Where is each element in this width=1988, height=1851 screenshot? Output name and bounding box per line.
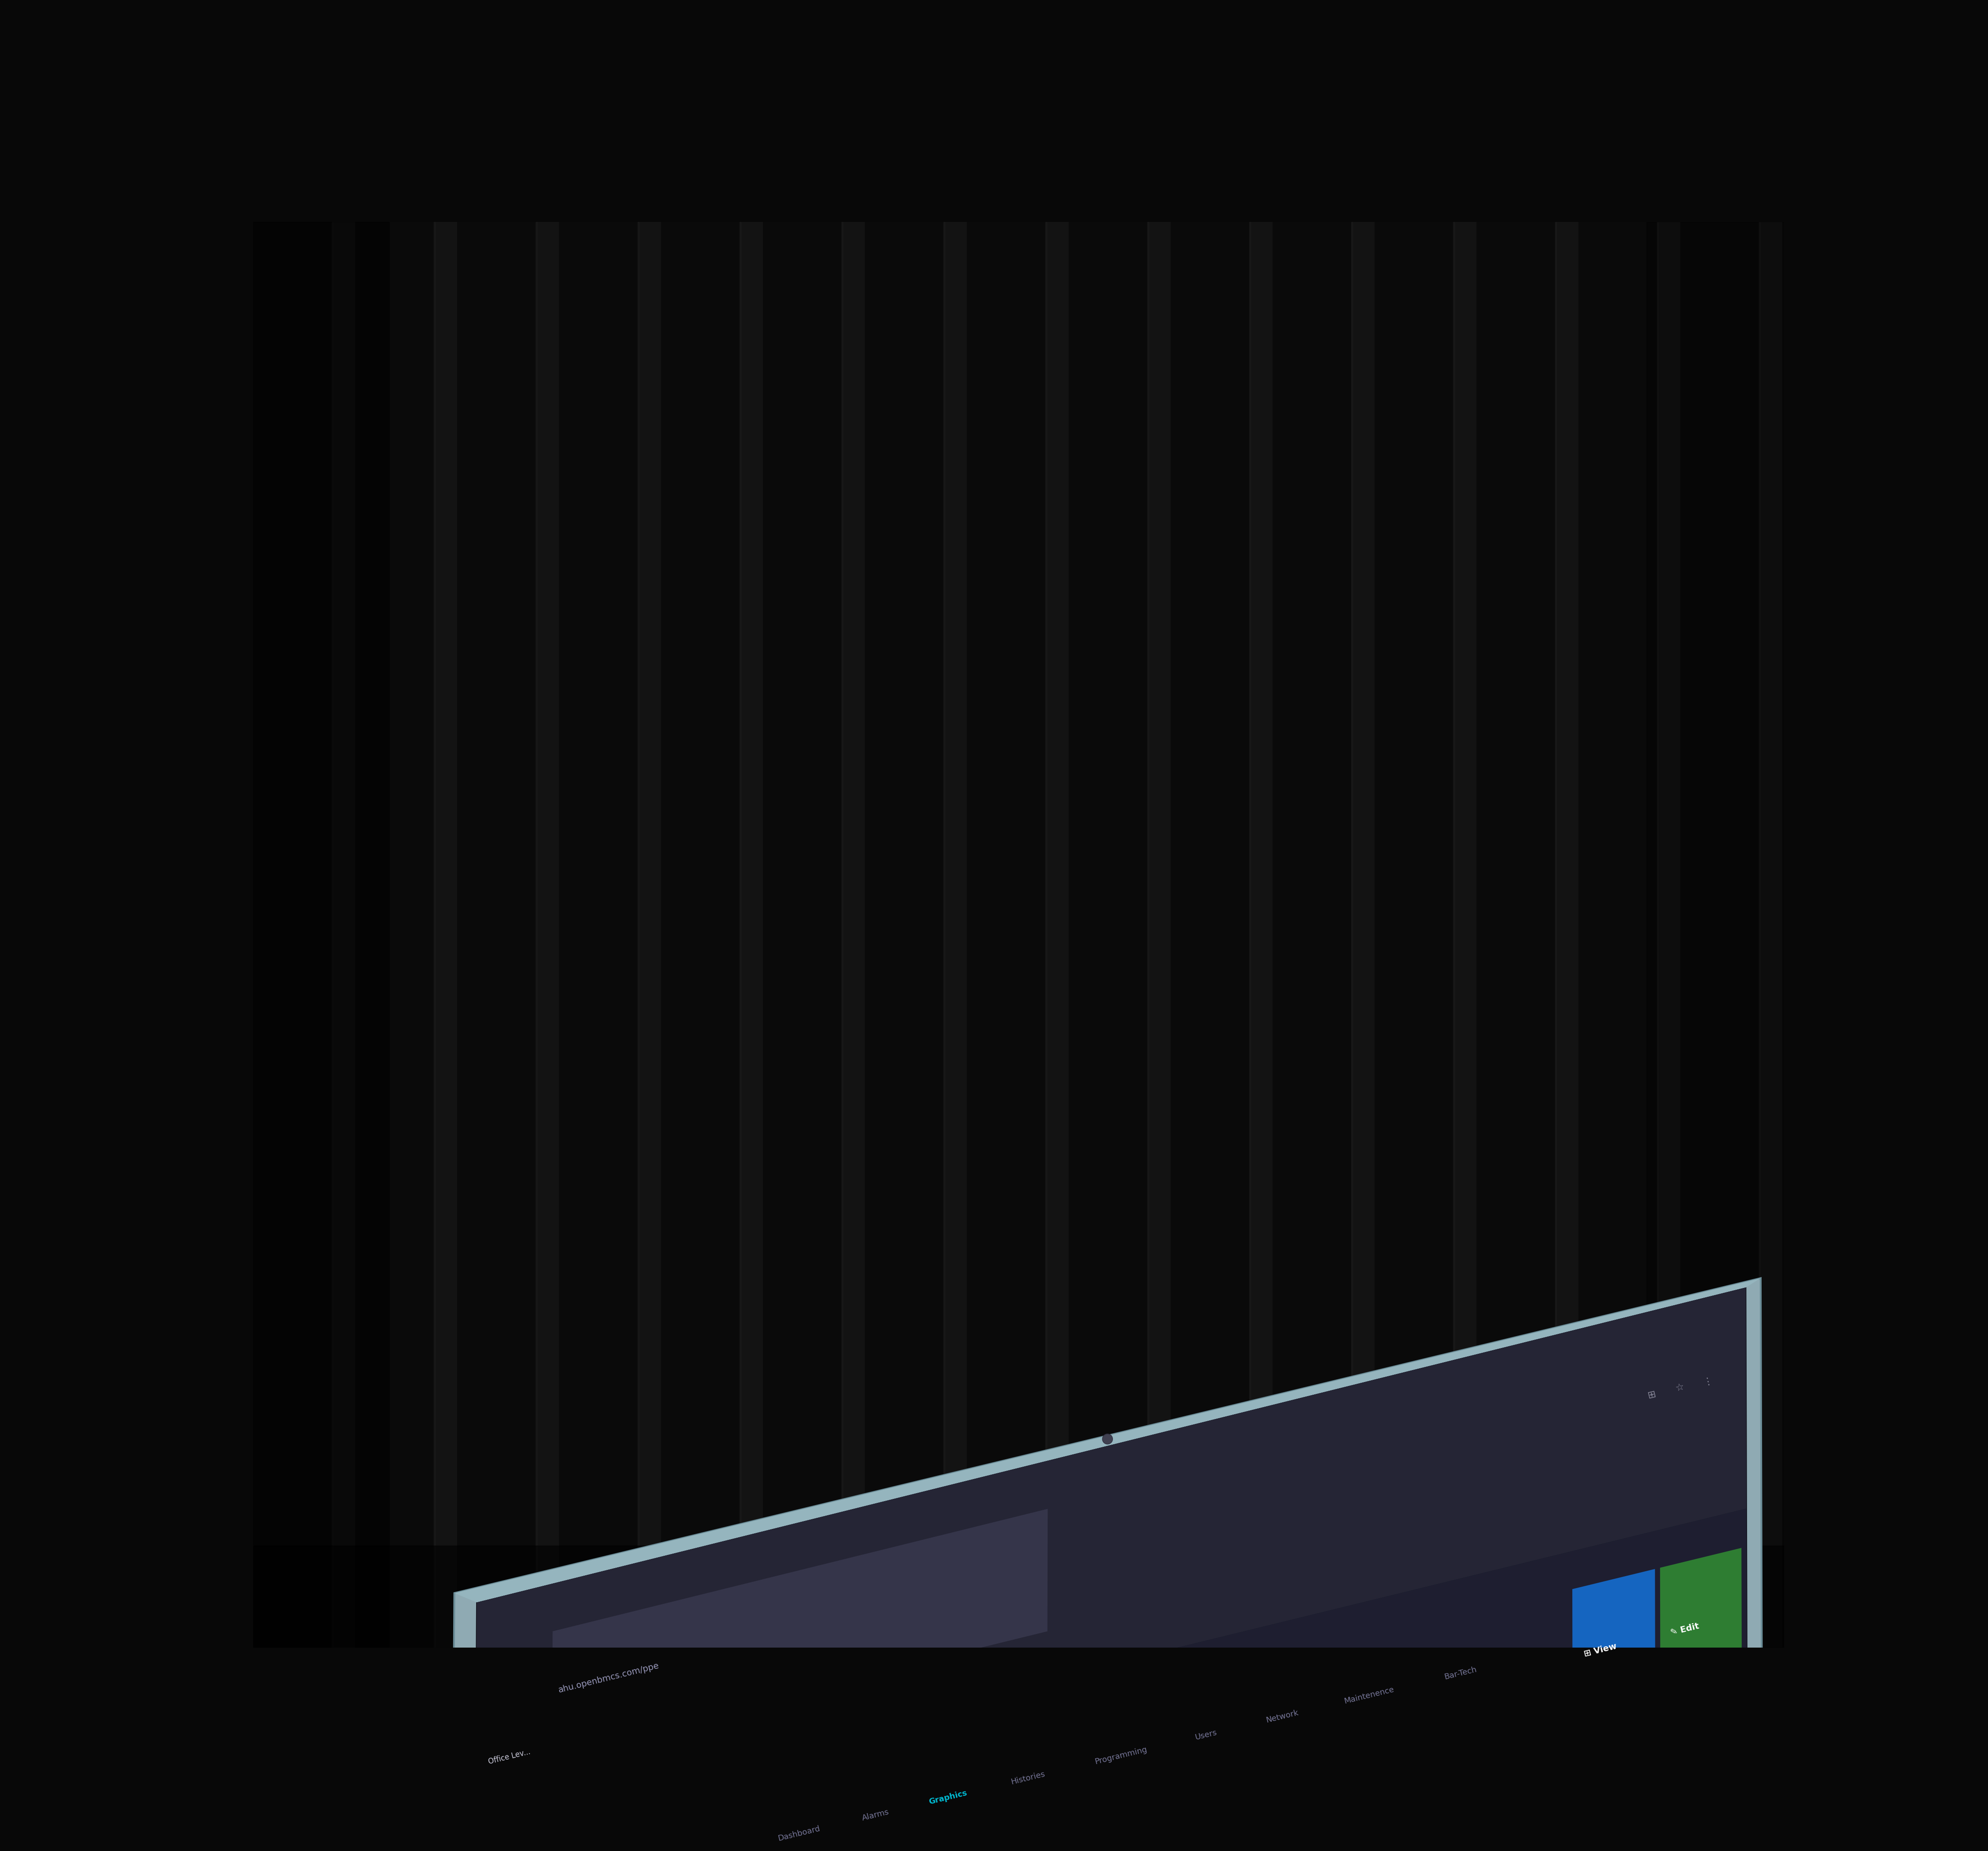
- Bar: [435, 222, 457, 1647]
- Polygon shape: [455, 1288, 1755, 1851]
- Circle shape: [515, 1671, 521, 1677]
- Text: ⊞: ⊞: [1646, 1390, 1658, 1399]
- Text: Users: Users: [1195, 1729, 1219, 1742]
- Bar: [843, 222, 865, 1647]
- Bar: [457, 222, 537, 1647]
- Bar: [1272, 222, 1352, 1647]
- Bar: [1578, 222, 1658, 1647]
- Text: ✎ Edit: ✎ Edit: [1670, 1621, 1700, 1636]
- Polygon shape: [473, 1509, 1747, 1851]
- Bar: [1863, 222, 1885, 1647]
- Polygon shape: [455, 1279, 1761, 1603]
- Bar: [1646, 222, 1785, 1647]
- Text: Bar-Tech: Bar-Tech: [1443, 1666, 1477, 1681]
- Text: Alarms: Alarms: [861, 1808, 891, 1821]
- Bar: [966, 222, 1046, 1647]
- Bar: [1046, 222, 1070, 1647]
- Polygon shape: [684, 1810, 1755, 1851]
- Text: ahu.openbmcs.com/ppe: ahu.openbmcs.com/ppe: [557, 1662, 660, 1694]
- Bar: [1352, 222, 1376, 1647]
- Circle shape: [1103, 1435, 1113, 1444]
- Text: Network: Network: [1264, 1708, 1300, 1723]
- Text: ☆: ☆: [1674, 1383, 1686, 1394]
- Bar: [537, 222, 559, 1647]
- Bar: [1680, 222, 1759, 1647]
- Bar: [1477, 222, 1557, 1647]
- Text: Graphics: Graphics: [928, 1790, 968, 1807]
- Bar: [865, 222, 944, 1647]
- Text: Histories: Histories: [1010, 1770, 1046, 1786]
- Bar: [638, 222, 662, 1647]
- Bar: [254, 222, 332, 1647]
- Polygon shape: [1573, 1570, 1656, 1723]
- Bar: [559, 222, 638, 1647]
- Bar: [1658, 222, 1680, 1647]
- Bar: [254, 222, 390, 1647]
- Bar: [1557, 222, 1578, 1647]
- Polygon shape: [481, 1694, 590, 1818]
- Polygon shape: [1660, 1547, 1741, 1703]
- Bar: [662, 222, 742, 1647]
- Bar: [763, 222, 843, 1647]
- Bar: [1455, 222, 1477, 1647]
- Bar: [1250, 222, 1272, 1647]
- Circle shape: [539, 1666, 543, 1671]
- Text: Maintenence: Maintenence: [1344, 1686, 1396, 1705]
- Text: Dashboard: Dashboard: [777, 1825, 821, 1842]
- Bar: [1376, 222, 1455, 1647]
- Circle shape: [493, 1677, 497, 1683]
- Bar: [1171, 222, 1250, 1647]
- Bar: [1783, 222, 1863, 1647]
- Bar: [356, 222, 435, 1647]
- Bar: [742, 222, 763, 1647]
- Text: Office Lev...: Office Lev...: [487, 1747, 531, 1766]
- Bar: [1149, 222, 1171, 1647]
- Polygon shape: [553, 1509, 1048, 1753]
- Bar: [332, 222, 356, 1647]
- Polygon shape: [475, 1288, 1745, 1820]
- Text: ⊞ View: ⊞ View: [1582, 1642, 1618, 1658]
- Bar: [1759, 222, 1783, 1647]
- Bar: [254, 1546, 1783, 1647]
- Polygon shape: [433, 1279, 1771, 1851]
- Text: Programming: Programming: [1093, 1745, 1147, 1766]
- Bar: [944, 222, 966, 1647]
- Polygon shape: [696, 1720, 1747, 1851]
- Polygon shape: [455, 1288, 1755, 1851]
- Text: ⋮: ⋮: [1702, 1375, 1714, 1386]
- Bar: [1070, 222, 1149, 1647]
